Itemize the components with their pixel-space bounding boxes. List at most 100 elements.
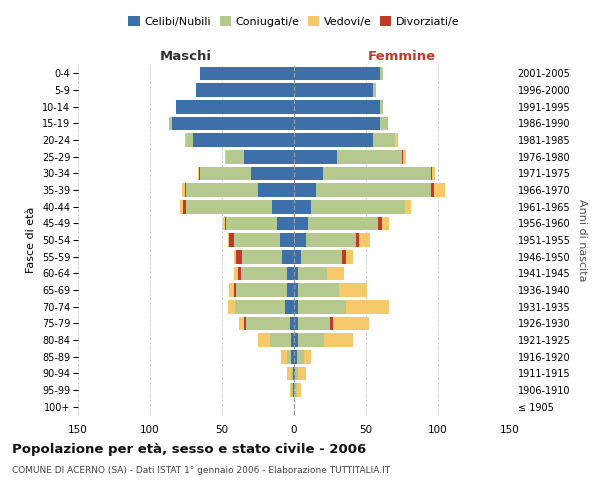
- Bar: [338, 283, 367, 297]
- Bar: [432, 166, 435, 180]
- Bar: [311, 200, 405, 213]
- Bar: [226, 216, 277, 230]
- Bar: [324, 333, 353, 347]
- Bar: [346, 300, 389, 314]
- Bar: [294, 166, 323, 180]
- Bar: [337, 150, 402, 164]
- Bar: [294, 66, 380, 80]
- Bar: [241, 266, 287, 280]
- Bar: [298, 316, 330, 330]
- Bar: [244, 316, 247, 330]
- Bar: [251, 166, 294, 180]
- Bar: [298, 266, 327, 280]
- Bar: [298, 283, 338, 297]
- Bar: [291, 366, 293, 380]
- Bar: [286, 300, 294, 314]
- Bar: [359, 233, 370, 247]
- Bar: [247, 316, 290, 330]
- Bar: [186, 200, 272, 213]
- Bar: [233, 233, 280, 247]
- Bar: [402, 150, 403, 164]
- Bar: [380, 100, 383, 114]
- Bar: [294, 200, 311, 213]
- Legend: Celibi/Nubili, Coniugati/e, Vedovi/e, Divorziati/e: Celibi/Nubili, Coniugati/e, Vedovi/e, Di…: [128, 16, 460, 26]
- Bar: [294, 216, 308, 230]
- Bar: [294, 83, 373, 97]
- Bar: [186, 183, 258, 197]
- Bar: [228, 300, 235, 314]
- Bar: [200, 66, 294, 80]
- Bar: [258, 333, 269, 347]
- Bar: [431, 166, 432, 180]
- Bar: [196, 83, 294, 97]
- Bar: [280, 233, 294, 247]
- Bar: [291, 383, 293, 397]
- Bar: [283, 250, 294, 264]
- Bar: [294, 250, 301, 264]
- Bar: [290, 383, 291, 397]
- Bar: [395, 133, 398, 147]
- Bar: [228, 233, 229, 247]
- Bar: [287, 350, 291, 364]
- Bar: [258, 183, 294, 197]
- Bar: [297, 383, 301, 397]
- Y-axis label: Fasce di età: Fasce di età: [26, 207, 37, 273]
- Bar: [193, 133, 294, 147]
- Bar: [323, 166, 431, 180]
- Bar: [294, 100, 380, 114]
- Bar: [293, 366, 294, 380]
- Bar: [294, 266, 298, 280]
- Bar: [380, 116, 388, 130]
- Bar: [233, 266, 238, 280]
- Bar: [346, 250, 353, 264]
- Bar: [236, 250, 242, 264]
- Bar: [197, 166, 199, 180]
- Bar: [183, 200, 186, 213]
- Bar: [225, 150, 226, 164]
- Bar: [431, 183, 434, 197]
- Bar: [238, 266, 241, 280]
- Bar: [298, 366, 305, 380]
- Bar: [287, 366, 291, 380]
- Bar: [330, 316, 333, 330]
- Bar: [295, 366, 298, 380]
- Bar: [272, 200, 294, 213]
- Bar: [185, 133, 186, 147]
- Bar: [242, 250, 283, 264]
- Bar: [294, 316, 298, 330]
- Bar: [176, 100, 294, 114]
- Bar: [233, 250, 236, 264]
- Bar: [327, 266, 344, 280]
- Bar: [291, 350, 294, 364]
- Bar: [277, 216, 294, 230]
- Bar: [341, 250, 346, 264]
- Bar: [382, 216, 389, 230]
- Bar: [291, 333, 294, 347]
- Bar: [182, 183, 185, 197]
- Bar: [293, 383, 294, 397]
- Bar: [297, 350, 304, 364]
- Bar: [405, 200, 410, 213]
- Bar: [294, 300, 298, 314]
- Bar: [434, 183, 445, 197]
- Bar: [233, 283, 236, 297]
- Bar: [298, 333, 324, 347]
- Bar: [304, 350, 311, 364]
- Bar: [281, 350, 287, 364]
- Text: COMUNE DI ACERNO (SA) - Dati ISTAT 1° gennaio 2006 - Elaborazione TUTTITALIA.IT: COMUNE DI ACERNO (SA) - Dati ISTAT 1° ge…: [12, 466, 390, 475]
- Bar: [294, 366, 295, 380]
- Text: Popolazione per età, sesso e stato civile - 2006: Popolazione per età, sesso e stato civil…: [12, 442, 366, 456]
- Bar: [373, 133, 395, 147]
- Bar: [377, 216, 382, 230]
- Bar: [308, 216, 377, 230]
- Y-axis label: Anni di nascita: Anni di nascita: [577, 198, 587, 281]
- Bar: [356, 233, 359, 247]
- Bar: [223, 216, 225, 230]
- Bar: [305, 233, 356, 247]
- Bar: [294, 116, 380, 130]
- Bar: [229, 233, 233, 247]
- Bar: [185, 183, 186, 197]
- Text: Femmine: Femmine: [368, 50, 436, 62]
- Bar: [373, 83, 376, 97]
- Bar: [294, 283, 298, 297]
